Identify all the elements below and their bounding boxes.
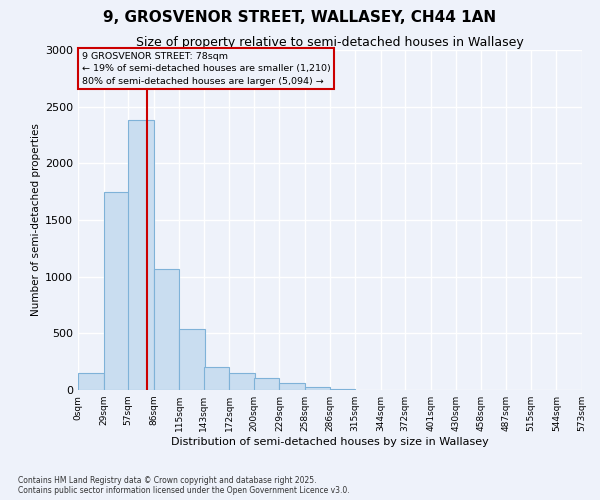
Text: 9 GROSVENOR STREET: 78sqm
← 19% of semi-detached houses are smaller (1,210)
80% : 9 GROSVENOR STREET: 78sqm ← 19% of semi-… (82, 52, 330, 86)
Bar (104, 192, 129, 390)
Bar (179, 330, 205, 390)
Bar (229, 373, 255, 390)
Bar (128, 120, 154, 390)
Bar (204, 368, 229, 390)
Title: Size of property relative to semi-detached houses in Wallasey: Size of property relative to semi-detach… (136, 36, 524, 49)
Bar (329, 389, 355, 390)
Bar (254, 378, 280, 390)
Y-axis label: Number of semi-detached properties: Number of semi-detached properties (31, 124, 41, 316)
Text: Contains HM Land Registry data © Crown copyright and database right 2025.
Contai: Contains HM Land Registry data © Crown c… (18, 476, 350, 495)
Text: 9, GROSVENOR STREET, WALLASEY, CH44 1AN: 9, GROSVENOR STREET, WALLASEY, CH44 1AN (103, 10, 497, 25)
Bar (78, 373, 104, 390)
Bar (280, 383, 305, 390)
Bar (305, 387, 331, 390)
X-axis label: Distribution of semi-detached houses by size in Wallasey: Distribution of semi-detached houses by … (171, 437, 489, 447)
Bar (154, 268, 179, 390)
